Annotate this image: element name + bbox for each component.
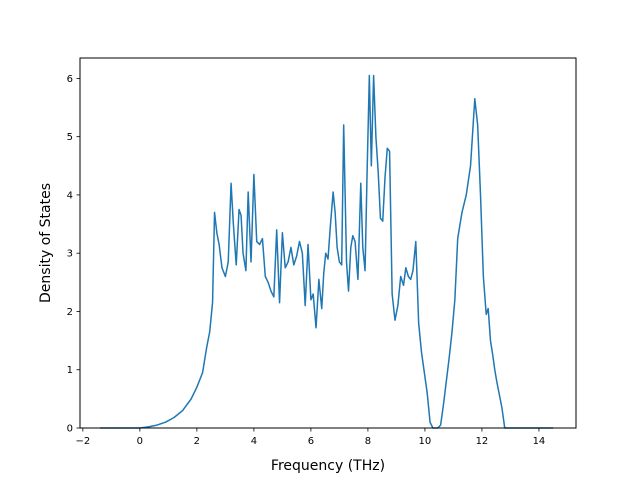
x-axis: −2 0 2 4 6 8 10 12 14	[75, 428, 545, 447]
y-tick-label: 0	[67, 424, 73, 435]
x-tick-label: 0	[137, 436, 143, 447]
x-tick-label: 10	[419, 436, 432, 447]
x-axis-label: Frequency (THz)	[271, 458, 385, 474]
x-tick-label: 12	[476, 436, 489, 447]
plot-frame	[79, 57, 577, 429]
series-line	[99, 74, 554, 429]
x-tick-label: −2	[75, 436, 90, 447]
y-tick-label: 6	[67, 74, 73, 85]
x-tick-label: 2	[194, 436, 200, 447]
x-tick-label: 14	[533, 436, 546, 447]
y-tick-label: 5	[67, 132, 73, 143]
y-axis: 0 1 2 3 4 5 6	[67, 74, 80, 435]
y-tick-label: 2	[67, 307, 73, 318]
x-tick-label: 4	[251, 436, 257, 447]
x-tick-label: 8	[365, 436, 371, 447]
x-tick-label: 6	[308, 436, 314, 447]
y-tick-label: 3	[67, 249, 73, 260]
y-axis-label: Density of States	[38, 183, 54, 303]
y-tick-label: 4	[67, 190, 73, 201]
plot-layer	[99, 74, 554, 429]
y-tick-label: 1	[67, 365, 73, 376]
